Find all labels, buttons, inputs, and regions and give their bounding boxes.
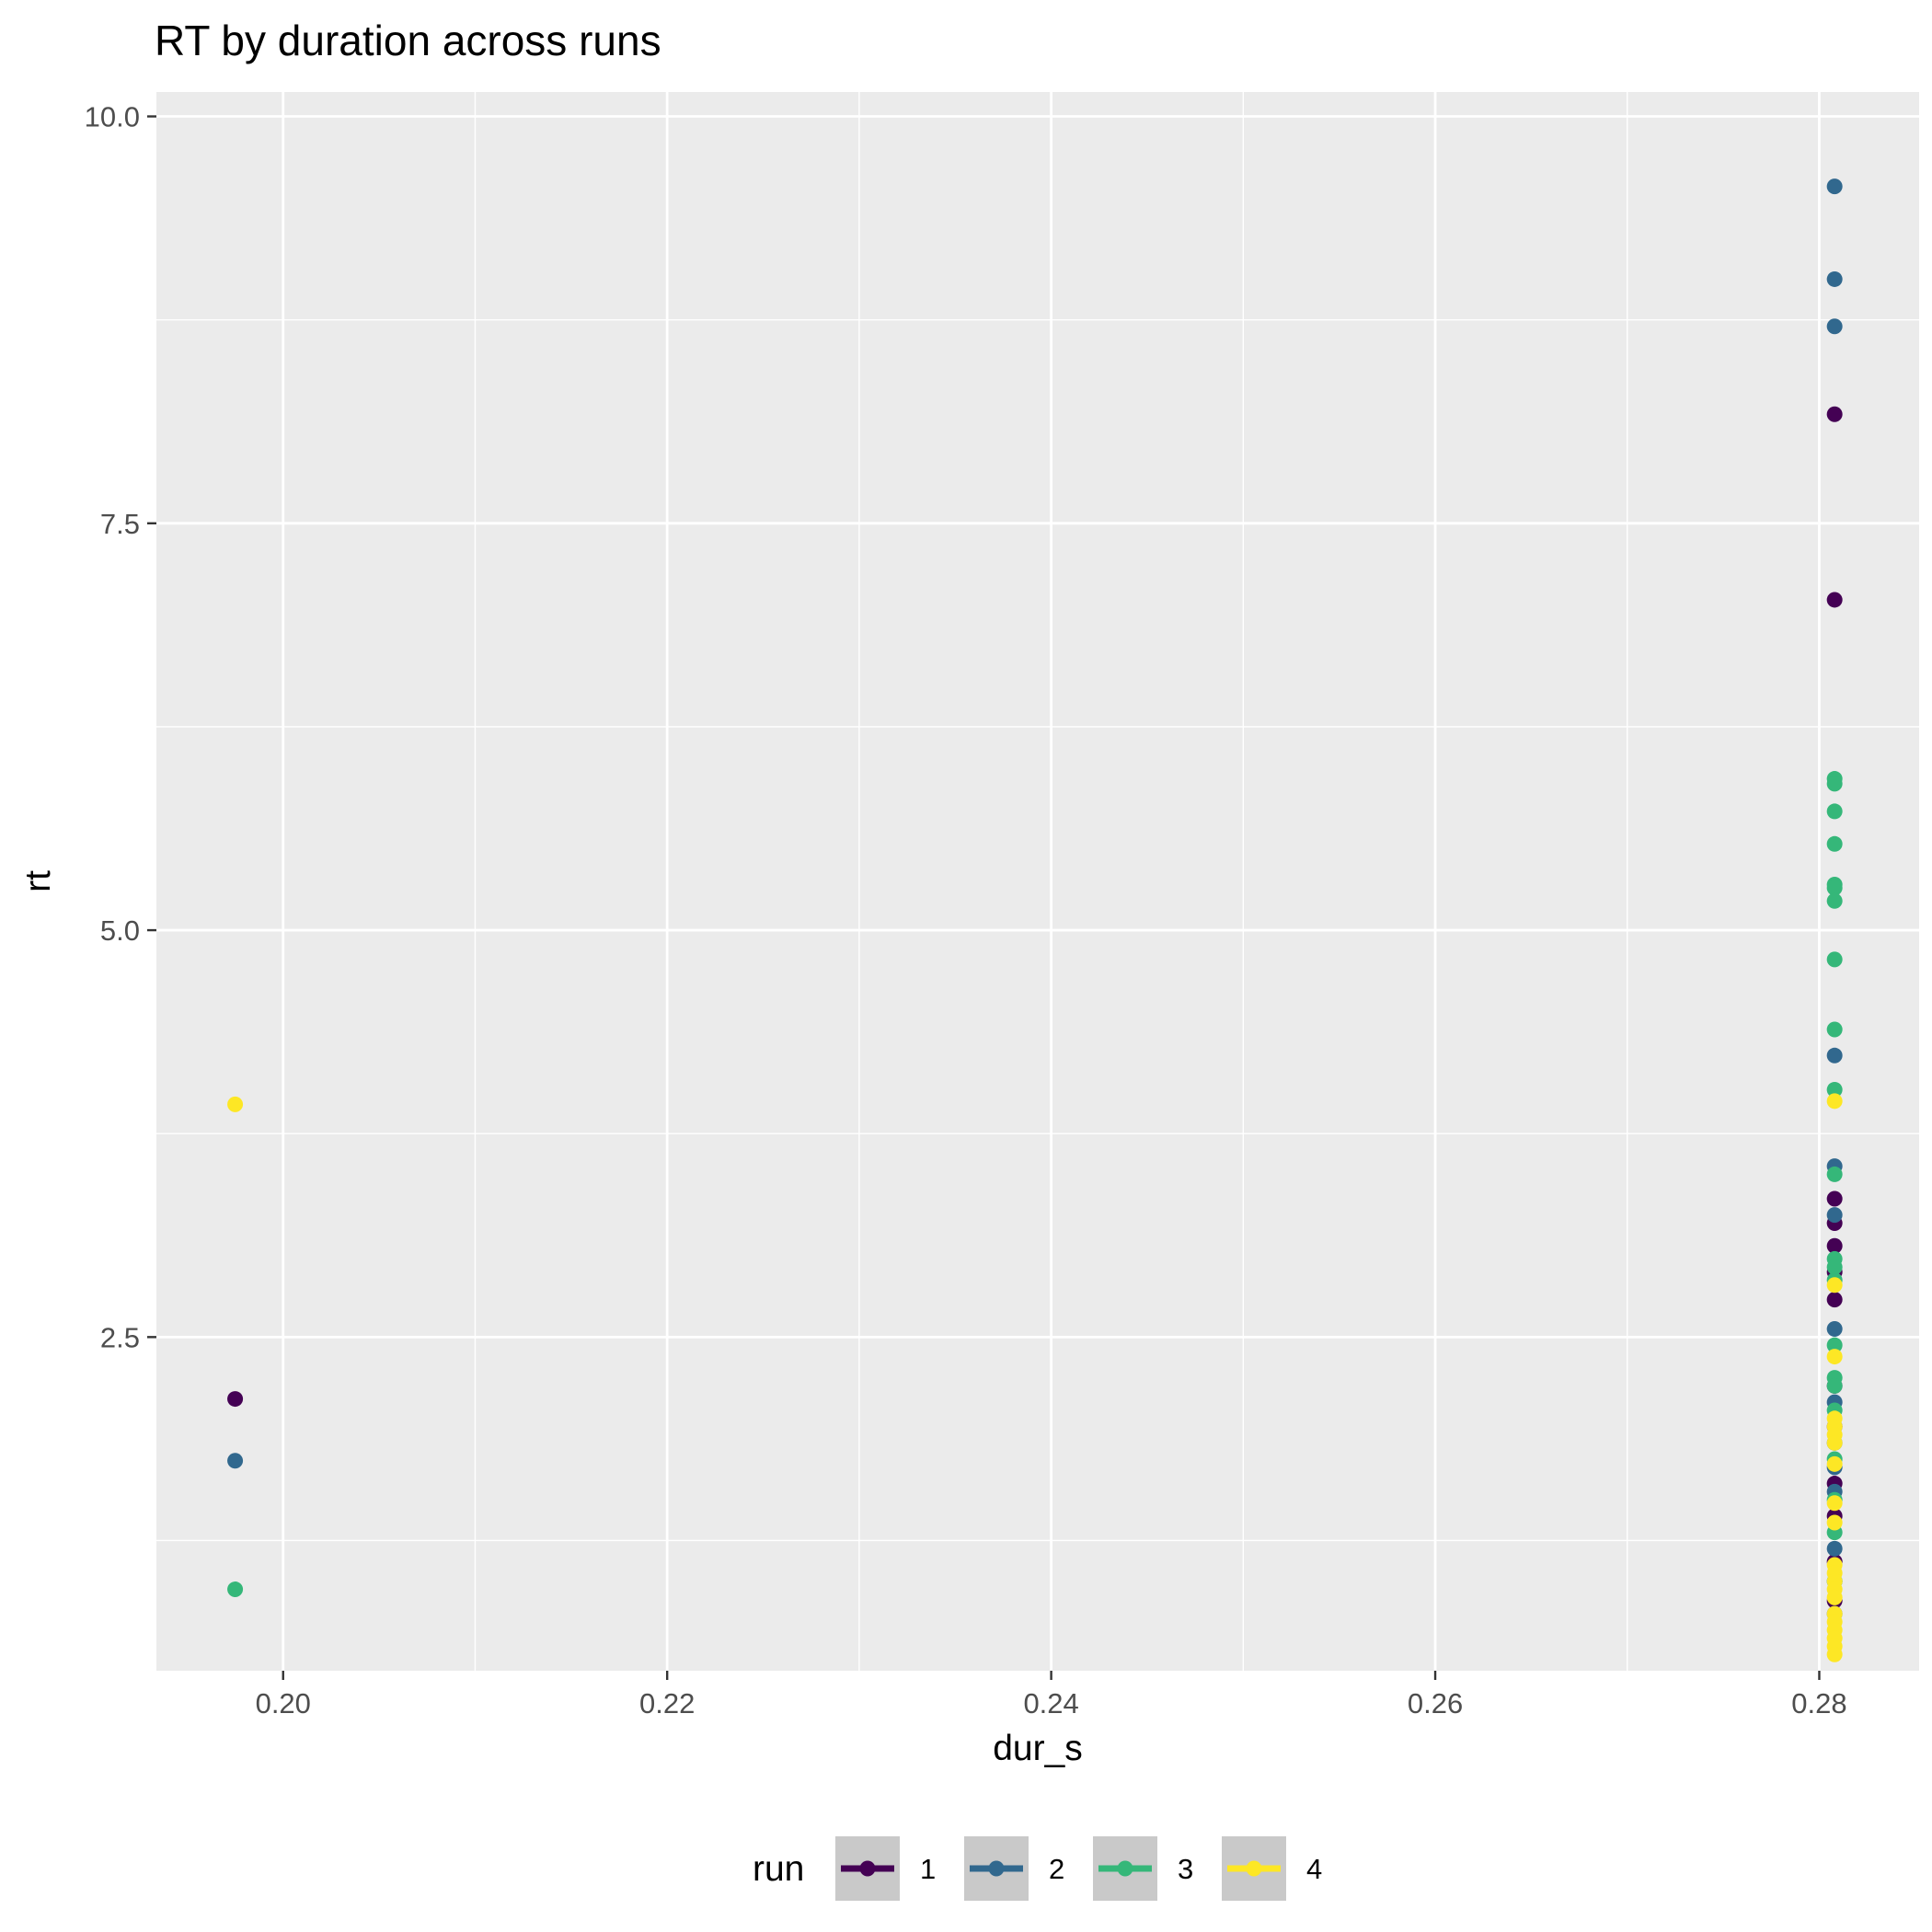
data-point-run-3 [1826, 1166, 1843, 1182]
legend-label-run-3: 3 [1178, 1853, 1193, 1885]
y-tick-label: 7.5 [100, 508, 140, 540]
legend-point-run-2 [988, 1860, 1005, 1877]
data-point-run-1 [1826, 1237, 1843, 1254]
x-tick-label: 0.26 [1408, 1687, 1463, 1719]
legend-label-run-1: 1 [920, 1853, 936, 1885]
data-point-run-3 [1826, 892, 1843, 909]
data-point-run-1 [1826, 1292, 1843, 1308]
chart-title: RT by duration across runs [155, 17, 661, 64]
major-gridlines [156, 92, 1919, 1671]
legend-point-run-3 [1117, 1860, 1133, 1877]
legend-label-run-2: 2 [1049, 1853, 1064, 1885]
data-point-run-2 [1826, 178, 1843, 195]
data-point-run-4 [1826, 1093, 1843, 1110]
legend-point-run-4 [1246, 1860, 1262, 1877]
data-point-run-3 [1826, 835, 1843, 852]
data-point-run-3 [1826, 776, 1843, 792]
minor-gridlines [156, 92, 1919, 1671]
data-point-run-3 [1826, 1377, 1843, 1394]
data-point-run-3 [1826, 1337, 1843, 1353]
data-point-run-1 [227, 1391, 244, 1408]
data-point-run-4 [1826, 1646, 1843, 1662]
legend-label-run-4: 4 [1306, 1853, 1322, 1885]
y-tick-label: 2.5 [100, 1321, 140, 1353]
data-point-run-4 [227, 1096, 244, 1112]
x-axis: 0.20 0.22 0.24 0.26 0.28 [256, 1671, 1847, 1719]
data-points [227, 178, 1843, 1662]
data-point-run-3 [1826, 1259, 1843, 1275]
x-tick-label: 0.22 [639, 1687, 695, 1719]
legend-point-run-1 [859, 1860, 876, 1877]
legend: run 1 2 3 4 [753, 1836, 1322, 1901]
y-axis: 2.5 5.0 7.5 10.0 [85, 101, 156, 1353]
x-axis-title: dur_s [993, 1729, 1083, 1768]
data-point-run-3 [1826, 1021, 1843, 1038]
data-point-run-3 [1826, 951, 1843, 968]
plot-panel [156, 92, 1919, 1671]
x-tick-label: 0.28 [1791, 1687, 1846, 1719]
x-tick-label: 0.20 [256, 1687, 311, 1719]
data-point-run-1 [1826, 406, 1843, 422]
data-point-run-4 [1826, 1514, 1843, 1531]
data-point-run-4 [1826, 1434, 1843, 1451]
legend-title: run [753, 1849, 804, 1889]
data-point-run-2 [1826, 1540, 1843, 1557]
data-point-run-4 [1826, 1495, 1843, 1512]
y-tick-label: 10.0 [85, 101, 140, 133]
y-axis-title: rt [18, 870, 58, 892]
data-point-run-1 [1826, 1190, 1843, 1207]
data-point-run-3 [1826, 803, 1843, 820]
data-point-run-2 [1826, 1207, 1843, 1224]
data-point-run-3 [1826, 1081, 1843, 1098]
data-point-run-3 [1826, 880, 1843, 896]
x-tick-label: 0.24 [1023, 1687, 1078, 1719]
data-point-run-4 [1826, 1349, 1843, 1365]
data-point-run-4 [1826, 1455, 1843, 1472]
data-point-run-1 [1826, 592, 1843, 608]
y-tick-label: 5.0 [100, 914, 140, 947]
data-point-run-3 [227, 1581, 244, 1598]
data-point-run-4 [1826, 1589, 1843, 1605]
data-point-run-4 [1826, 1277, 1843, 1294]
data-point-run-2 [1826, 1320, 1843, 1337]
data-point-run-2 [1826, 1047, 1843, 1064]
data-point-run-2 [227, 1453, 244, 1469]
data-point-run-2 [1826, 318, 1843, 335]
data-point-run-2 [1826, 270, 1843, 287]
